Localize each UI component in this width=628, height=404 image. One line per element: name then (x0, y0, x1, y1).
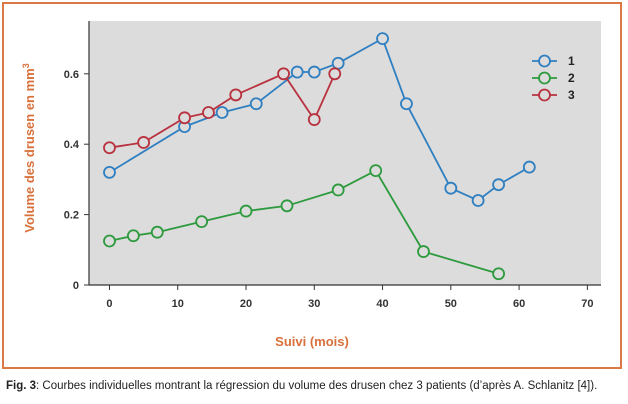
data-point (103, 165, 116, 179)
data-point (417, 245, 430, 258)
data-point (307, 65, 321, 79)
legend-item-3: 3 (532, 88, 575, 102)
x-tick-label: 30 (308, 298, 320, 310)
data-point (471, 194, 485, 207)
y-tick-label: 0 (73, 280, 79, 292)
legend-label: 1 (568, 54, 575, 68)
data-point (239, 204, 253, 218)
data-point (280, 199, 294, 213)
x-axis-title: Suivi (mois) (275, 334, 349, 349)
series-2 (103, 164, 506, 281)
data-point (522, 160, 536, 174)
data-point (178, 111, 191, 125)
figure-caption: Fig. 3: Courbes individuelles montrant l… (6, 380, 624, 392)
data-point (215, 106, 229, 119)
data-point (103, 234, 116, 248)
data-point (331, 183, 345, 197)
caption-text: : Courbes individuelles montrant la régr… (36, 380, 598, 392)
data-point (307, 113, 321, 126)
y-tick-label: 0.6 (64, 69, 79, 81)
data-point (202, 106, 215, 119)
legend-marker (538, 88, 551, 102)
data-point (492, 267, 506, 281)
x-tick-label: 60 (513, 298, 525, 310)
data-point (150, 225, 164, 239)
y-tick-label: 0.4 (64, 139, 80, 151)
plot-area (89, 21, 601, 285)
legend-marker (538, 54, 551, 68)
data-point (103, 141, 116, 155)
legend-label: 2 (568, 71, 575, 85)
series-layer (103, 32, 536, 281)
y-axis-title-superscript: 3 (21, 63, 31, 68)
data-point (400, 97, 413, 111)
legend-marker (538, 71, 551, 85)
series-line (109, 169, 499, 275)
data-point (290, 65, 304, 79)
y-axis-title: Volume des drusen en mm3 (21, 63, 37, 232)
data-point (376, 32, 389, 45)
data-point (195, 215, 209, 229)
series-line (109, 72, 336, 149)
x-tick-label: 20 (240, 298, 252, 310)
x-tick-label: 70 (581, 298, 593, 310)
series-1 (103, 32, 536, 207)
x-tick-label: 50 (445, 298, 457, 310)
data-point (229, 88, 243, 102)
data-point (328, 67, 342, 81)
legend-label: 3 (568, 88, 575, 102)
data-point (277, 67, 290, 81)
data-point (444, 181, 458, 195)
legend-item-2: 2 (532, 71, 575, 85)
x-tick-label: 10 (172, 298, 184, 310)
caption-label: Fig. 3 (6, 380, 37, 392)
y-axis-title-text: Volume des drusen en mm (22, 68, 37, 232)
legend-item-1: 1 (532, 54, 575, 68)
data-point (331, 56, 345, 70)
axes: 0 10 20 30 40 50 60 70 0 0.2 0.4 0.6 (64, 21, 601, 310)
x-tick-label: 40 (376, 298, 388, 310)
legend: 1 2 3 (532, 54, 575, 102)
data-point (137, 136, 151, 149)
y-tick-label: 0.2 (64, 210, 79, 222)
data-point (249, 97, 263, 111)
data-point (126, 229, 140, 243)
x-tick-label: 0 (106, 298, 112, 310)
series-3 (103, 67, 342, 155)
drusen-volume-chart: 0 10 20 30 40 50 60 70 0 0.2 0.4 0.6 1 2 3 Suivi (moi… (21, 21, 601, 349)
data-point (492, 178, 506, 192)
data-point (369, 164, 383, 178)
